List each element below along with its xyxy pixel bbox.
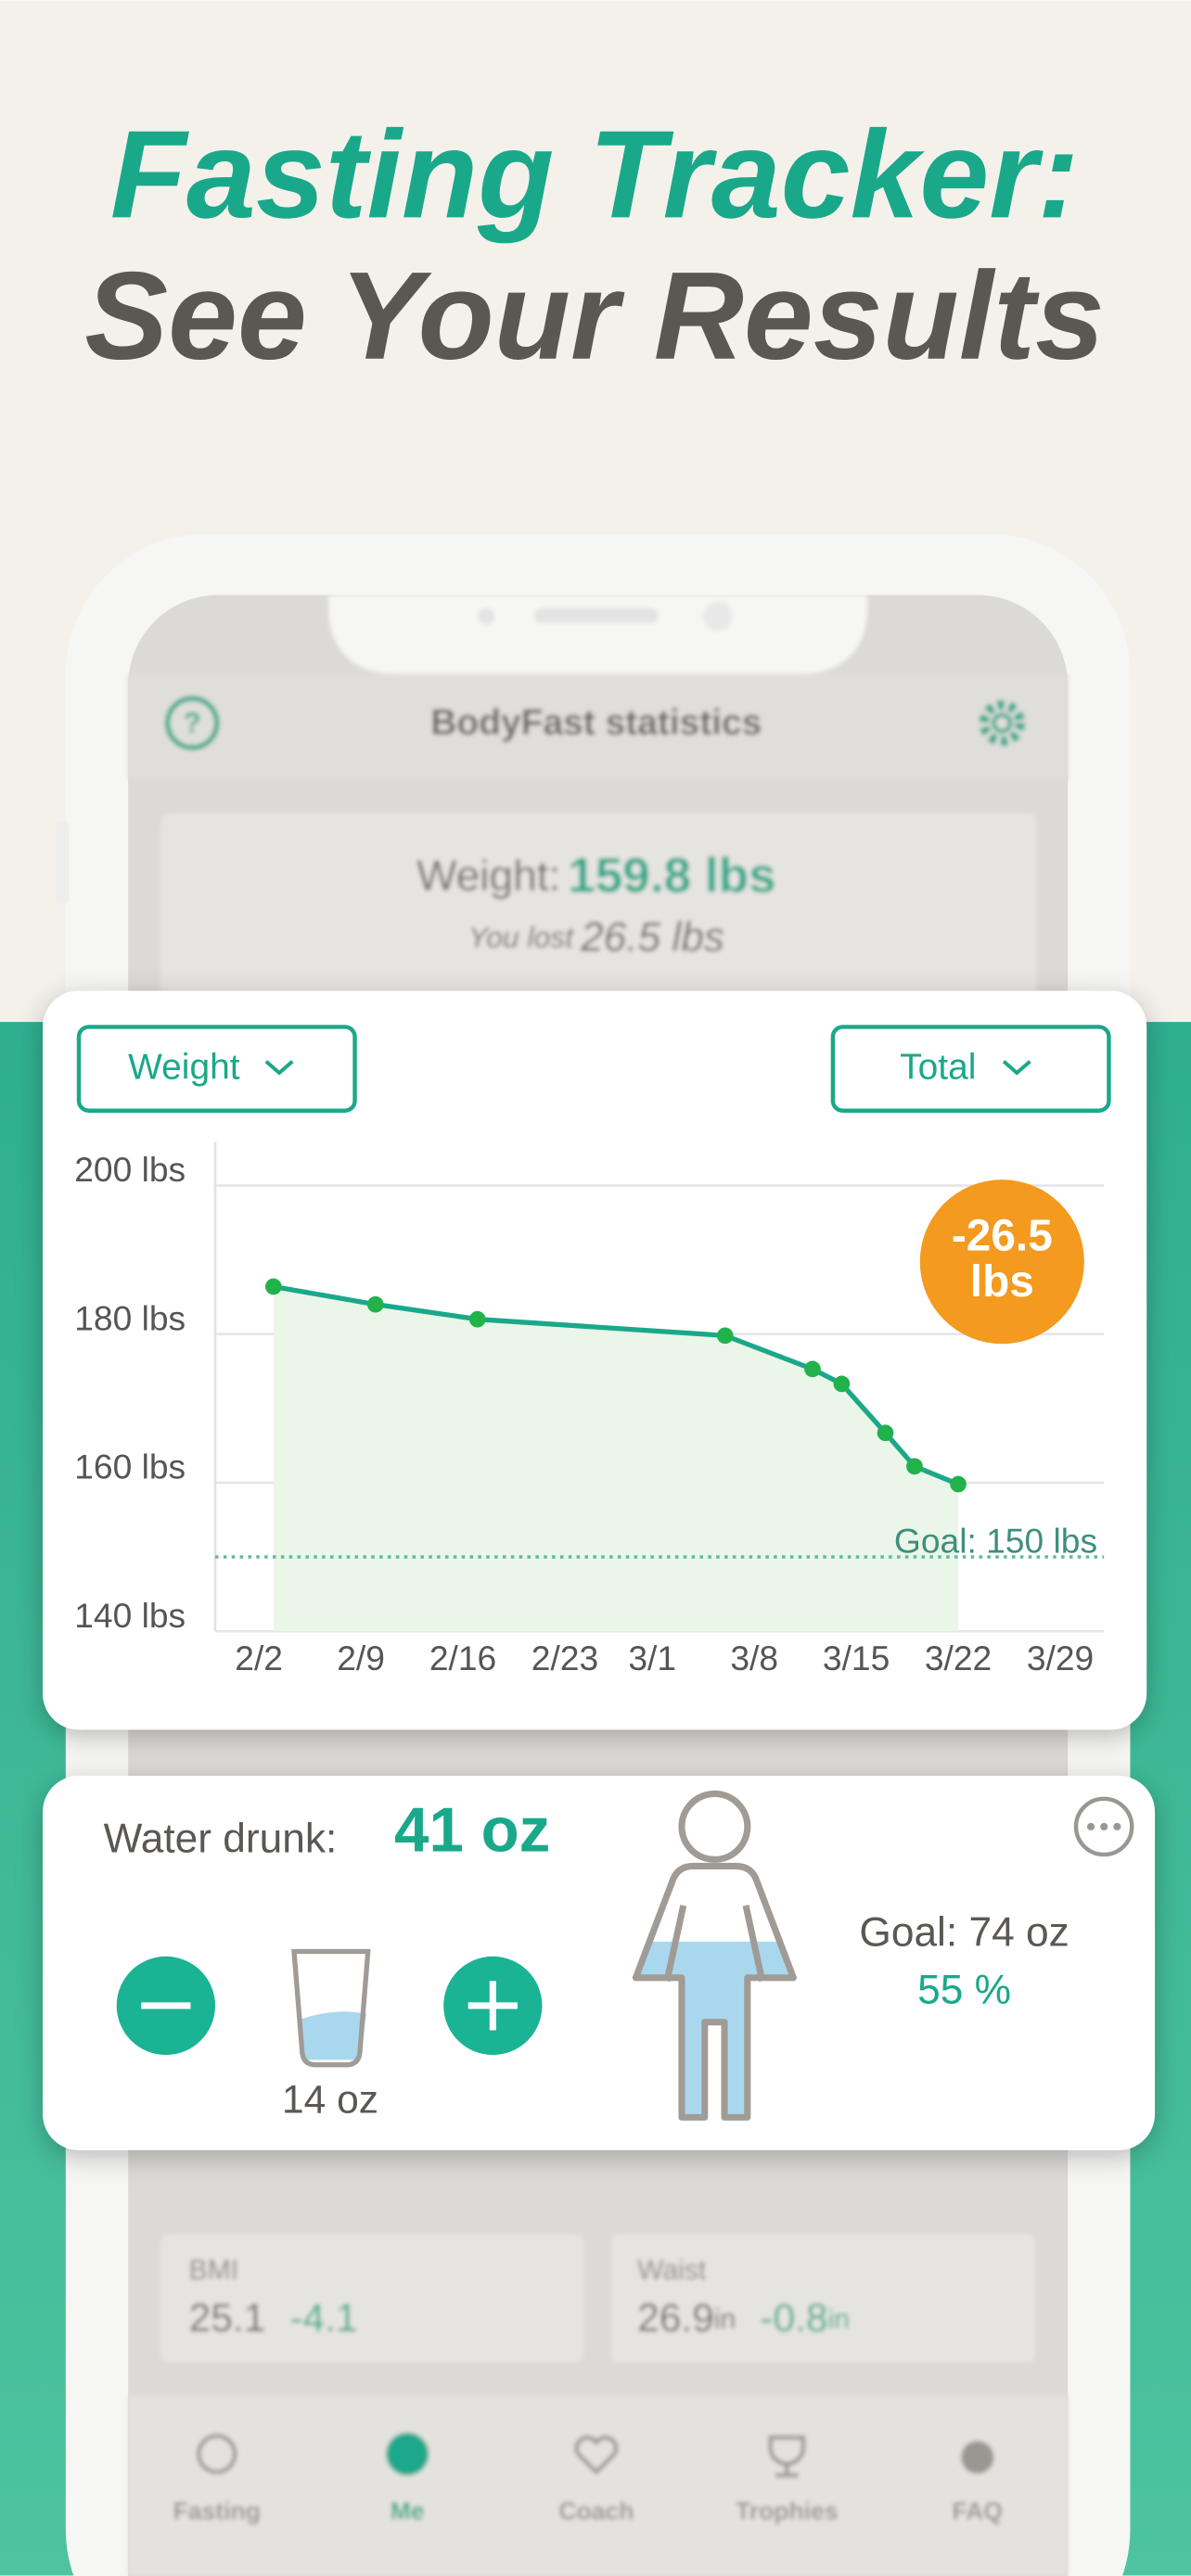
point bbox=[264, 1278, 282, 1295]
tab[interactable]: Me bbox=[391, 2497, 425, 2525]
point bbox=[877, 1424, 894, 1442]
stat-change: -0.8 bbox=[760, 2297, 827, 2340]
x-tick-label: 2/16 bbox=[429, 1639, 496, 1677]
stat-value: 26.9in -0.8in bbox=[637, 2297, 850, 2340]
x-tick-label: 3/29 bbox=[1027, 1639, 1094, 1677]
y-tick-label: 200 lbs bbox=[74, 1150, 186, 1189]
glass-size: 14 oz bbox=[282, 2079, 378, 2123]
chart-card: Weight Total 140 lbs 160 lbs 180 lbs 200 lb… bbox=[43, 990, 1147, 1730]
point bbox=[950, 1475, 967, 1493]
more-button[interactable] bbox=[1073, 1796, 1134, 1857]
settings-icon bbox=[979, 699, 1026, 746]
stat-number: 25.1 bbox=[189, 2297, 266, 2340]
glass bbox=[291, 1948, 371, 2068]
x-tick-label: 3/8 bbox=[730, 1639, 778, 1677]
point bbox=[468, 1310, 486, 1328]
figure-outline bbox=[632, 1862, 797, 2121]
phone-content: ? BodyFast statistics Weight: 159.8 lbs … bbox=[128, 594, 1069, 2576]
x-tick-label: 2/23 bbox=[531, 1639, 598, 1677]
metric-dropdown[interactable] bbox=[76, 1025, 357, 1113]
lost-label: You lost bbox=[468, 921, 575, 954]
sensor bbox=[478, 607, 495, 625]
chevron[interactable] bbox=[1002, 1060, 1031, 1076]
stat-box bbox=[610, 2234, 1035, 2363]
y-tick-label: 180 lbs bbox=[74, 1298, 186, 1337]
plus-glyph[interactable] bbox=[467, 1981, 518, 2031]
water-label: Water drunk: bbox=[104, 1817, 338, 1862]
stat-box bbox=[160, 2234, 583, 2363]
stat-unit: in bbox=[828, 2304, 850, 2335]
tab[interactable]: Coach bbox=[558, 2497, 634, 2525]
badge-text: -26.5 bbox=[952, 1211, 1053, 1260]
tab[interactable]: Fasting bbox=[173, 2497, 261, 2525]
tab-icon bbox=[768, 2435, 806, 2478]
x-tick-label: 3/22 bbox=[925, 1639, 992, 1677]
headline: Fasting Tracker: bbox=[110, 104, 1080, 244]
badge bbox=[919, 1180, 1084, 1345]
tab-icon bbox=[197, 2433, 237, 2475]
glass-water bbox=[297, 2011, 366, 2060]
notch bbox=[328, 594, 868, 674]
nav-bar bbox=[128, 673, 1069, 781]
stat-label: Waist bbox=[637, 2255, 707, 2286]
x-tick-label: 2/2 bbox=[235, 1639, 283, 1677]
tab-icon bbox=[961, 2441, 994, 2474]
weight-summary: Weight: 159.8 lbs bbox=[416, 848, 776, 903]
point bbox=[833, 1375, 851, 1393]
x-tick-label: 3/1 bbox=[628, 1639, 676, 1677]
dropdown-label[interactable]: Weight bbox=[128, 1048, 240, 1088]
weight-box bbox=[160, 813, 1037, 1002]
point bbox=[366, 1295, 384, 1313]
speaker bbox=[533, 607, 660, 623]
lost-value: 26.5 lbs bbox=[580, 914, 724, 960]
weight-label: Weight: bbox=[416, 851, 560, 899]
water-percent: 55 % bbox=[917, 1967, 1011, 2012]
range-dropdown[interactable] bbox=[830, 1025, 1111, 1113]
point bbox=[716, 1327, 734, 1345]
water-goal: Goal: 74 oz bbox=[859, 1909, 1069, 1955]
plot: 140 lbs 160 lbs 180 lbs 200 lbs 2/2 2/9 2/16 2/… bbox=[74, 1150, 1105, 1677]
tab-icon bbox=[574, 2435, 619, 2476]
stat-label: BMI bbox=[189, 2255, 239, 2286]
y-tick-label: 140 lbs bbox=[74, 1596, 186, 1635]
stat-unit: in bbox=[714, 2304, 736, 2335]
figure-water bbox=[635, 1941, 794, 2118]
badge-text: lbs bbox=[970, 1257, 1034, 1307]
water-card: Water drunk: 41 oz 14 oz Goal: 74 oz 55 … bbox=[43, 1775, 1156, 2150]
y-tick-label: 160 lbs bbox=[74, 1447, 186, 1486]
tab-bar bbox=[128, 2394, 1069, 2576]
settings-icon bbox=[992, 712, 1013, 733]
stat-change: -4.1 bbox=[289, 2297, 357, 2340]
water-amount: 41 oz bbox=[394, 1796, 550, 1866]
screen-title: BodyFast statistics bbox=[430, 703, 762, 743]
chevron[interactable] bbox=[264, 1060, 294, 1076]
point bbox=[804, 1360, 821, 1378]
help-glyph: ? bbox=[183, 706, 200, 739]
tab-icon bbox=[386, 2432, 429, 2476]
goal-label: Goal: 150 lbs bbox=[894, 1522, 1097, 1561]
area bbox=[273, 1286, 959, 1632]
figure-head bbox=[678, 1790, 751, 1863]
headline: See Your Results bbox=[84, 246, 1105, 386]
dropdown-label[interactable]: Total bbox=[900, 1048, 976, 1088]
tab[interactable]: Trophies bbox=[736, 2497, 839, 2525]
x-tick-label: 2/9 bbox=[337, 1639, 385, 1677]
weight-value: 159.8 lbs bbox=[568, 848, 775, 903]
help-icon bbox=[164, 695, 220, 750]
x-tick-label: 3/15 bbox=[823, 1639, 890, 1677]
stat-value: 25.1 -4.1 bbox=[189, 2297, 358, 2340]
tab[interactable]: FAQ bbox=[952, 2497, 1003, 2525]
point bbox=[906, 1458, 923, 1475]
lost-summary: You lost 26.5 lbs bbox=[468, 914, 724, 960]
stat-number: 26.9 bbox=[637, 2297, 714, 2340]
camera bbox=[703, 601, 733, 631]
phone-button bbox=[56, 822, 70, 904]
